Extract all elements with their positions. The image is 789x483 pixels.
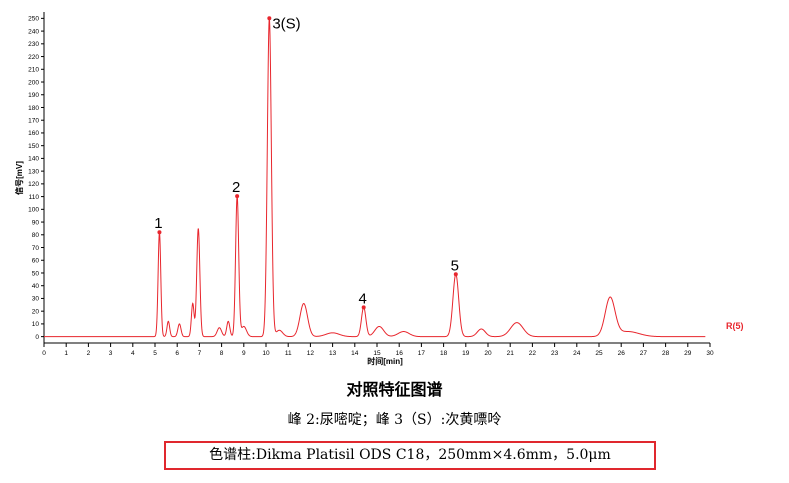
x-tick-label: 28 <box>662 350 670 357</box>
y-tick-label: 60 <box>32 258 40 265</box>
x-tick-label: 22 <box>529 350 537 357</box>
y-tick-label: 20 <box>32 308 40 315</box>
x-tick-label: 13 <box>329 350 337 357</box>
x-tick-label: 27 <box>640 350 648 357</box>
x-tick-label: 25 <box>595 350 603 357</box>
x-tick-label: 6 <box>175 350 179 357</box>
x-tick-label: 2 <box>87 350 91 357</box>
y-tick-label: 180 <box>28 105 39 112</box>
y-axis-ticks: 0 10 20 30 40 50 60 70 80 90 100 110 120 130 140 150 160… <box>28 16 44 341</box>
x-tick-label: 16 <box>396 350 404 357</box>
x-tick-label: 4 <box>131 350 135 357</box>
peak-label: 4 <box>359 290 367 307</box>
y-tick-label: 90 <box>32 219 40 226</box>
y-tick-label: 80 <box>32 232 40 239</box>
x-tick-label: 30 <box>706 350 714 357</box>
peak-marker <box>235 194 240 199</box>
x-tick-label: 1 <box>64 350 68 357</box>
y-tick-label: 50 <box>32 270 40 277</box>
x-tick-label: 21 <box>507 350 515 357</box>
x-tick-label: 29 <box>684 350 692 357</box>
y-tick-label: 130 <box>28 168 39 175</box>
y-tick-label: 170 <box>28 118 39 125</box>
x-axis-label: 时间[min] <box>367 356 403 366</box>
x-tick-label: 26 <box>618 350 626 357</box>
y-tick-label: 100 <box>28 207 39 214</box>
x-tick-label: 9 <box>242 350 246 357</box>
series-label: R(5) <box>726 321 744 331</box>
x-tick-label: 11 <box>285 350 292 357</box>
y-tick-label: 160 <box>28 130 39 137</box>
x-axis-ticks: 0 1 2 3 4 5 6 7 8 9 10 11 12 13 14 15 16 17 18 19 20 21 22 23 24… <box>42 343 714 357</box>
x-tick-label: 19 <box>462 350 470 357</box>
y-tick-label: 0 <box>35 334 39 341</box>
x-tick-label: 8 <box>220 350 224 357</box>
column-info-box: 色谱柱:Dikma Platisil ODS C18，250mm×4.6mm，5… <box>164 441 656 470</box>
y-tick-label: 110 <box>29 194 40 201</box>
y-tick-label: 70 <box>32 245 40 252</box>
x-tick-label: 5 <box>153 350 157 357</box>
peak-markers: 1 2 3(S) 4 5 <box>154 15 459 310</box>
y-tick-label: 190 <box>28 92 39 99</box>
x-tick-label: 17 <box>418 350 426 357</box>
y-tick-label: 150 <box>28 143 39 150</box>
peak-note: 峰 2:尿嘧啶；峰 3（S）:次黄嘌呤 <box>287 412 502 428</box>
y-tick-label: 10 <box>32 321 40 328</box>
x-tick-label: 18 <box>440 350 448 357</box>
x-tick-label: 3 <box>109 350 113 357</box>
y-tick-label: 240 <box>28 28 39 35</box>
x-tick-label: 10 <box>262 350 270 357</box>
y-tick-label: 210 <box>28 67 39 74</box>
peak-marker <box>267 16 272 21</box>
x-tick-label: 24 <box>573 350 581 357</box>
y-axis-label: 信号[mV] <box>14 161 24 195</box>
y-tick-label: 200 <box>28 79 39 86</box>
chromatogram-chart: 0102030405060708090100110120130140150160… <box>14 12 744 366</box>
peak-marker <box>453 272 458 277</box>
peak-label: 3(S) <box>272 15 300 32</box>
peak-marker <box>361 305 366 310</box>
x-tick-label: 7 <box>198 350 202 357</box>
y-tick-label: 40 <box>32 283 40 290</box>
y-tick-label: 140 <box>28 156 39 163</box>
y-tick-label: 230 <box>28 41 39 48</box>
x-tick-label: 14 <box>351 350 359 357</box>
peak-label: 5 <box>451 257 459 274</box>
y-tick-label: 220 <box>28 54 39 61</box>
peak-label: 2 <box>232 179 240 196</box>
peak-label: 1 <box>154 215 162 232</box>
y-tick-label: 120 <box>28 181 39 188</box>
y-tick-label: 30 <box>32 296 40 303</box>
y-tick-label: 250 <box>28 16 39 23</box>
x-tick-label: 0 <box>42 350 46 357</box>
x-tick-label: 12 <box>307 350 315 357</box>
x-tick-label: 15 <box>373 350 381 357</box>
figure-title: 对照特征图谱 <box>346 380 443 399</box>
x-tick-label: 23 <box>551 350 559 357</box>
chromatogram-trace <box>44 18 706 338</box>
x-tick-label: 20 <box>484 350 492 357</box>
peak-marker <box>157 230 162 235</box>
